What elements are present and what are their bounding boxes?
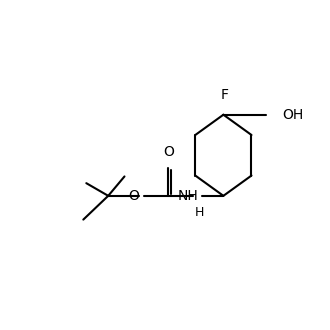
Text: O: O xyxy=(128,189,139,203)
Text: H: H xyxy=(195,206,204,219)
Text: F: F xyxy=(221,88,229,102)
Text: NH: NH xyxy=(177,189,198,203)
Text: OH: OH xyxy=(282,108,304,122)
Text: O: O xyxy=(163,145,174,158)
